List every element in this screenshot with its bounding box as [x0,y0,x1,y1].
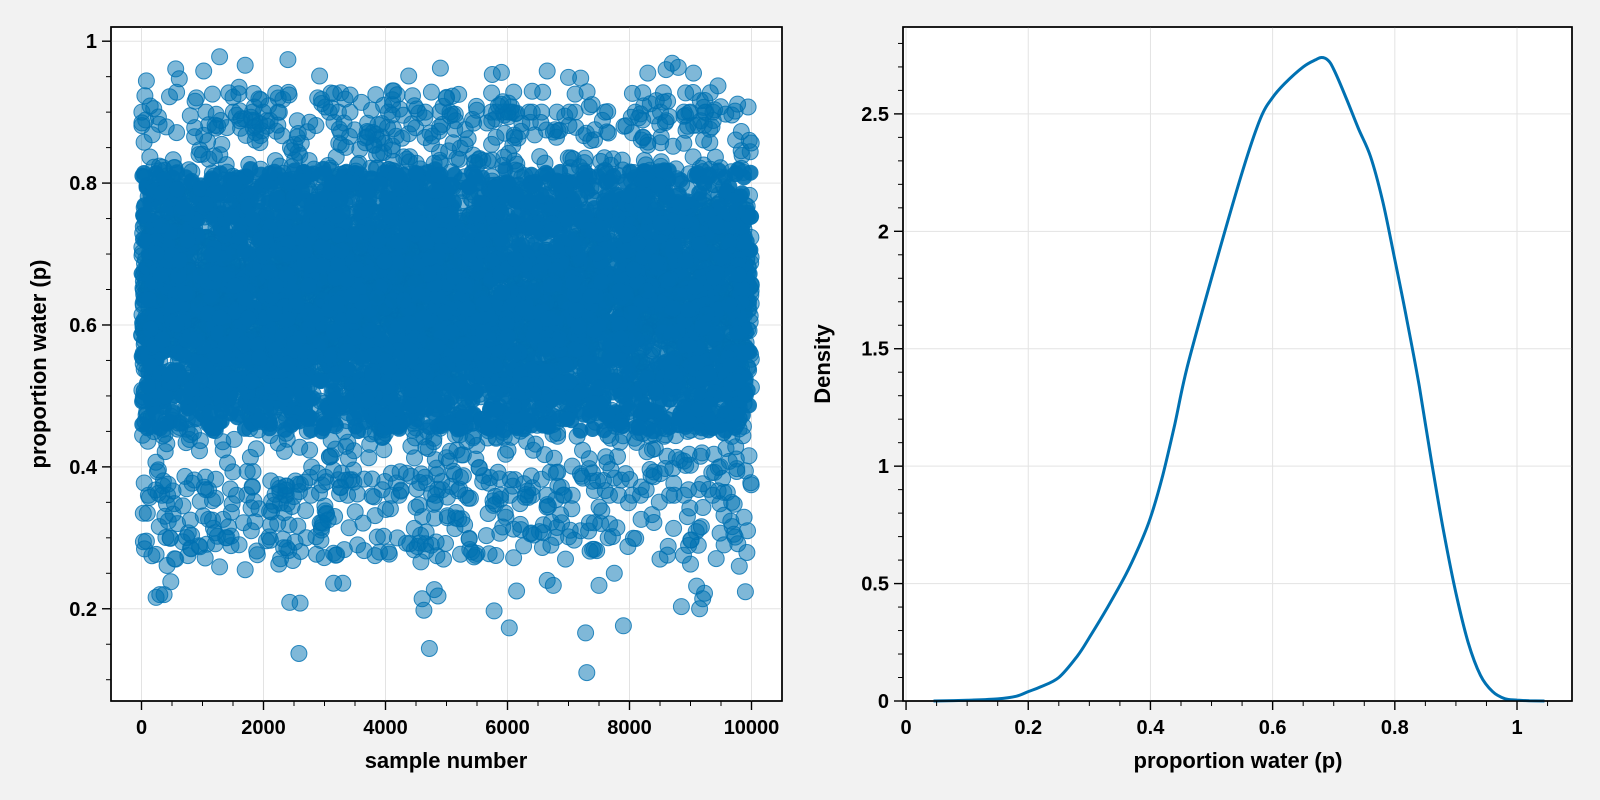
scatter-point [191,432,209,450]
scatter-point [225,430,243,448]
scatter-point [241,448,259,466]
scatter-point [613,151,631,169]
scatter-point [211,146,229,164]
scatter-point [361,435,379,453]
scatter-point [499,441,517,459]
scatter-point [322,447,340,465]
scatter-point [580,450,598,468]
trace-plot-points [133,48,760,682]
scatter-point [500,144,518,162]
scatter-point [158,435,176,453]
scatter-point [243,478,261,495]
scatter-point [483,135,501,153]
scatter-point [693,444,711,462]
scatter-point [193,145,211,163]
scatter-point [149,461,167,479]
scatter-point [141,148,159,166]
scatter-point [684,148,702,166]
scatter-point [533,103,551,121]
scatter-point [470,151,488,169]
scatter-point [327,148,345,166]
scatter-point [536,446,554,464]
